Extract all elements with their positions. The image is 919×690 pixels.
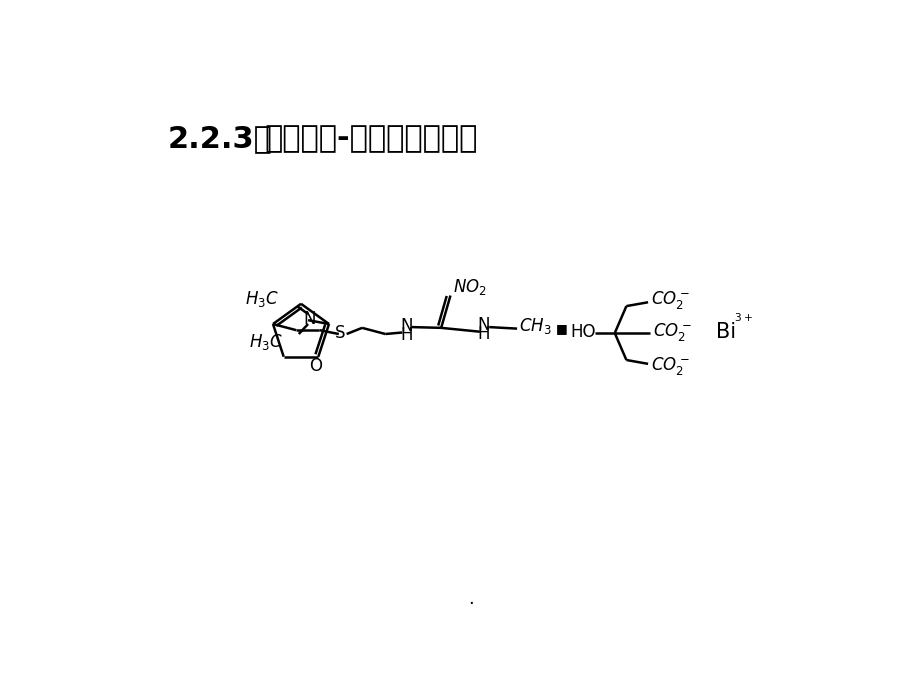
Text: $CO_2^-$: $CO_2^-$ <box>652 321 691 342</box>
Text: $CO_2^-$: $CO_2^-$ <box>651 355 689 377</box>
Text: $^{3+}$: $^{3+}$ <box>733 315 752 330</box>
Text: N: N <box>303 310 315 328</box>
Text: ■: ■ <box>556 322 567 335</box>
Text: .: . <box>468 590 474 608</box>
Text: $H_3C$: $H_3C$ <box>249 332 283 352</box>
Text: N: N <box>477 316 490 334</box>
Text: N: N <box>401 317 413 335</box>
Text: $CH_3$: $CH_3$ <box>519 316 551 336</box>
Text: 雷尼替丁-枸橼酸铋的拼合: 雷尼替丁-枸橼酸铋的拼合 <box>265 124 478 152</box>
Text: HO: HO <box>569 322 595 340</box>
Text: $CO_2^-$: $CO_2^-$ <box>651 289 689 311</box>
Text: O: O <box>309 357 323 375</box>
Text: Bi: Bi <box>715 322 735 342</box>
Text: $NO_2$: $NO_2$ <box>452 277 486 297</box>
Text: S: S <box>335 324 346 342</box>
Text: H: H <box>477 325 490 343</box>
Text: $H_3C$: $H_3C$ <box>244 288 278 308</box>
Text: H: H <box>401 326 413 344</box>
Text: 2.2.3：: 2.2.3： <box>167 124 272 152</box>
